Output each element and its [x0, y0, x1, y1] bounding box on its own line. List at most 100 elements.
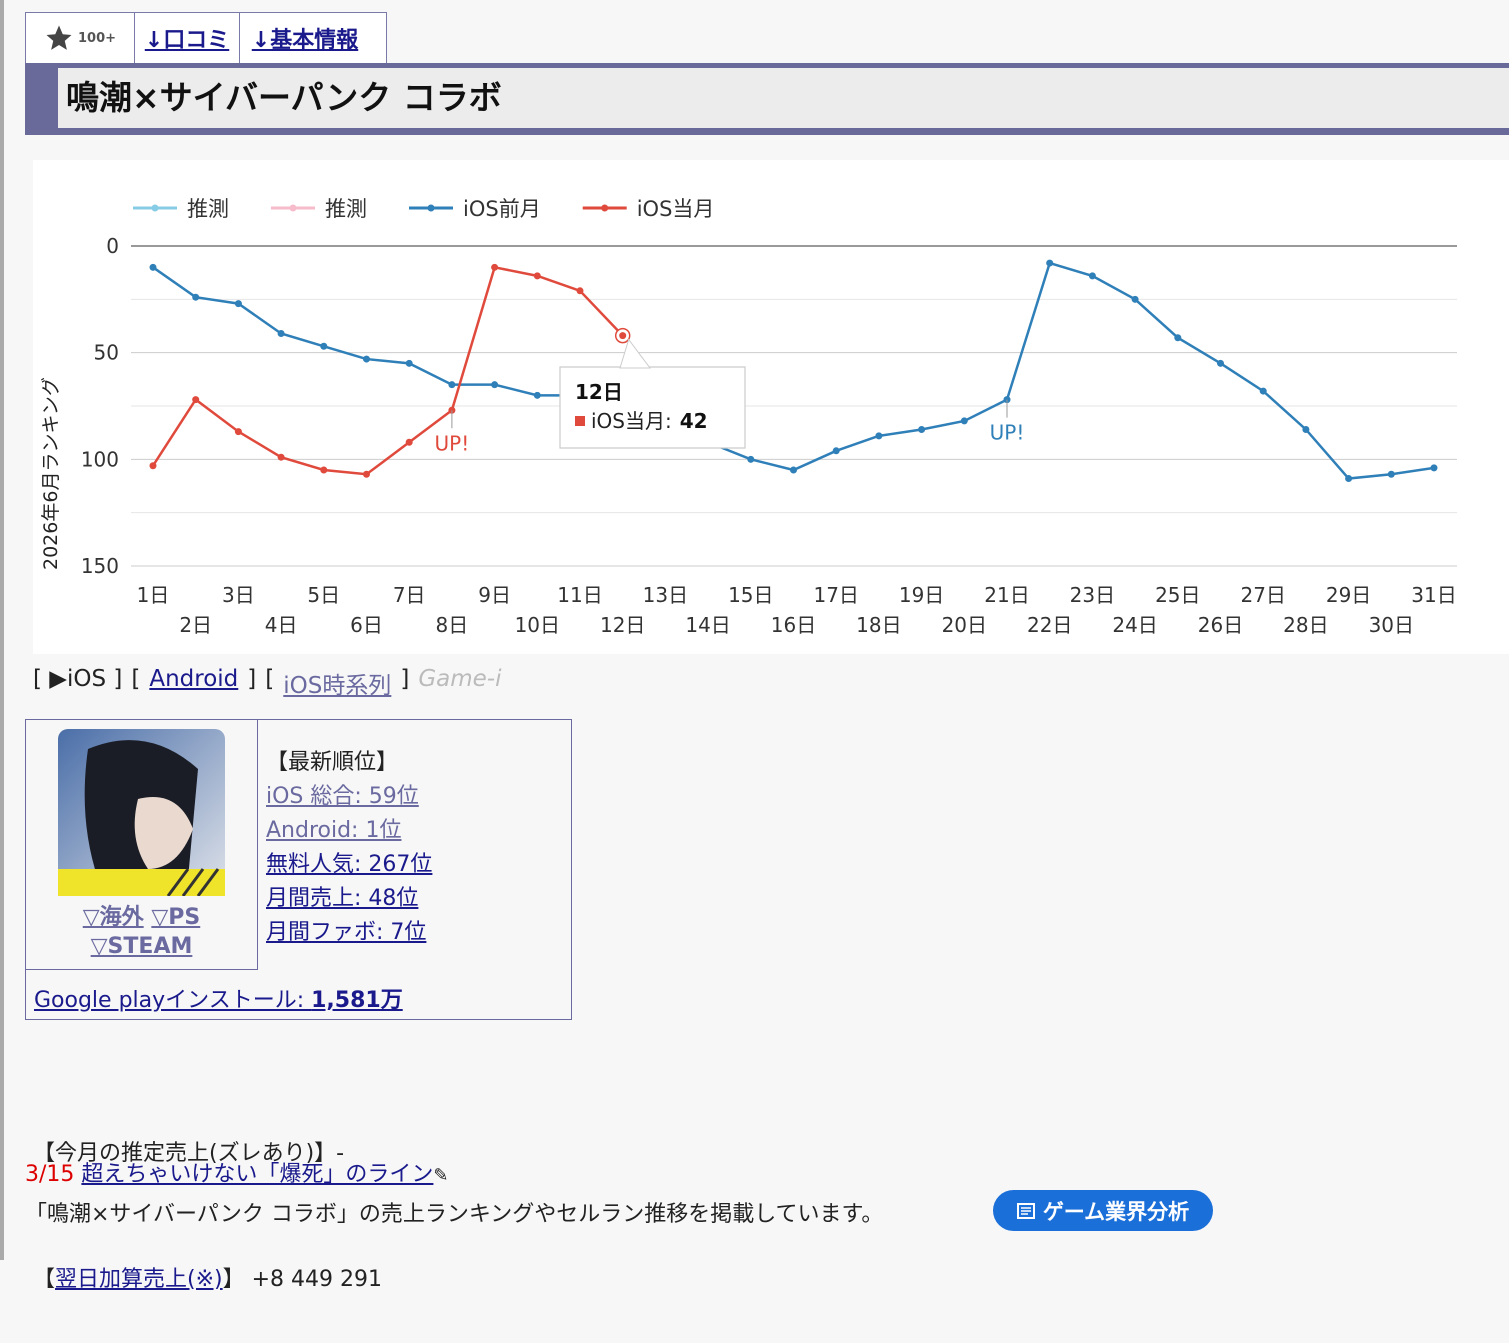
legend-dot [601, 204, 609, 212]
legend-label: 推測 [325, 197, 367, 221]
data-point [1046, 259, 1054, 267]
tooltip-separator: : [665, 409, 672, 433]
x-tick-label: 4日 [265, 613, 298, 637]
legend-label: 推測 [187, 197, 229, 221]
x-tick-label: 10日 [515, 613, 560, 637]
rank-link[interactable]: iOS 総合: 59位 [266, 784, 419, 809]
x-tick-label: 24日 [1112, 613, 1157, 637]
x-tick-label: 25日 [1155, 583, 1200, 607]
x-tick-label: 27日 [1240, 583, 1285, 607]
data-point [960, 417, 968, 425]
y-axis-label: 2026年6月ランキング [40, 377, 62, 570]
tooltip-title: 12日 [575, 380, 623, 404]
tooltip-series: iOS当月 [591, 409, 665, 433]
reviews-tab[interactable]: ↓口コミ [135, 13, 240, 63]
news-icon: ✎ [433, 1165, 449, 1186]
rank-link[interactable]: Android: 1位 [266, 818, 402, 843]
data-point [533, 391, 541, 399]
data-point [1345, 475, 1353, 483]
nav-source: Game-i [418, 666, 502, 692]
y-tick-label: 100 [81, 447, 119, 471]
region-link[interactable]: ▽STEAM [90, 934, 193, 959]
data-point [491, 263, 499, 271]
data-point [790, 466, 797, 474]
region-link[interactable]: ▽海外 [82, 905, 144, 930]
data-point [320, 342, 328, 350]
rank-link[interactable]: 月間売上: 48位 [266, 886, 419, 911]
data-point [491, 381, 499, 389]
chart-background [33, 160, 1509, 654]
legend-item: iOS前月 [409, 197, 541, 221]
installs-value: 1,581万 [311, 988, 403, 1013]
app-icon[interactable] [58, 729, 225, 896]
data-point [234, 300, 242, 308]
annotation-text: UP! [435, 431, 470, 455]
nav-ios: [ ▶iOS ] [33, 666, 123, 692]
legend-dot [427, 204, 435, 212]
description: 「鳴潮×サイバーパンク コラボ」の売上ランキングやセルラン推移を掲載しています。 [25, 1202, 884, 1227]
news-item: 3/15 超えちゃいけない「爆死」のライン✎ [25, 1156, 449, 1188]
x-tick-label: 13日 [643, 583, 688, 607]
sales-link[interactable]: 翌日加算売上(※) [55, 1267, 223, 1292]
x-tick-label: 8日 [436, 613, 469, 637]
data-point [832, 447, 840, 455]
sales-estimate: 【今月の推定売上(ズレあり)】- [33, 1141, 345, 1166]
x-tick-label: 18日 [856, 613, 901, 637]
info-tab[interactable]: ↓基本情報 [251, 28, 359, 53]
data-point [277, 453, 285, 461]
page-title: 鳴潮×サイバーパンク コラボ [58, 68, 1509, 128]
x-tick-label: 19日 [899, 583, 944, 607]
page: 100+ ↓口コミ ↓基本情報 鳴潮×サイバーパンク コラボ 2026年6月ラン… [0, 0, 1509, 1292]
x-tick-label: 20日 [942, 613, 987, 637]
x-tick-label: 7日 [393, 583, 426, 607]
rank-heading: 【最新順位】 [266, 750, 399, 775]
news-link[interactable]: 超えちゃいけない「爆死」のライン [81, 1162, 434, 1187]
series-line [151, 265, 624, 476]
x-tick-label: 9日 [478, 583, 511, 607]
analysis-button[interactable]: ゲーム業界分析 [993, 1190, 1213, 1231]
data-point [149, 263, 157, 271]
x-tick-label: 17日 [813, 583, 858, 607]
rank-link[interactable]: 月間ファボ: 7位 [266, 920, 427, 945]
data-point [1131, 295, 1139, 303]
button-label: ゲーム業界分析 [1042, 1199, 1190, 1224]
data-point [277, 329, 285, 337]
y-tick-label: 150 [81, 554, 119, 578]
rank-link[interactable]: 無料人気: 267位 [266, 852, 433, 877]
data-point [875, 432, 883, 440]
nav-bracket: [ [265, 666, 275, 692]
highlight-dot [619, 332, 627, 340]
data-point [576, 287, 584, 295]
x-tick-label: 29日 [1326, 583, 1371, 607]
installs-link[interactable]: Google playインストール: 1,581万 [34, 982, 403, 1014]
button-icon [1016, 1202, 1035, 1219]
x-tick-label: 3日 [222, 583, 255, 607]
sales-next: 】 +8 449 291 [222, 1267, 383, 1292]
legend-dot [151, 204, 159, 212]
info-box: ▽海外 ▽PS ▽STEAM 【最新順位】 iOS 総合: 59位 Androi… [25, 719, 572, 1020]
x-tick-label: 6日 [350, 613, 383, 637]
region-link[interactable]: ▽PS [151, 905, 201, 930]
rating-tab[interactable]: 100+ [26, 13, 135, 63]
legend-item: 推測 [133, 197, 229, 221]
data-point [363, 470, 370, 478]
tooltip-marker [575, 416, 585, 426]
data-point [192, 396, 200, 404]
nav-timeline[interactable]: iOS時系列 [283, 673, 392, 699]
data-point [405, 359, 413, 367]
x-tick-label: 26日 [1198, 613, 1243, 637]
star-icon [46, 25, 72, 50]
x-tick-label: 21日 [984, 583, 1029, 607]
legend-item: iOS当月 [582, 197, 714, 221]
data-point [1302, 425, 1310, 433]
data-point [1430, 464, 1438, 472]
data-point [234, 428, 242, 436]
nav-bracket: ] [247, 666, 257, 692]
y-tick-label: 50 [94, 341, 119, 365]
annotation-text: UP! [990, 421, 1025, 445]
left-border [0, 0, 4, 1260]
x-tick-label: 5日 [307, 583, 340, 607]
x-tick-label: 15日 [728, 583, 773, 607]
nav-android[interactable]: Android [149, 666, 239, 692]
tab-bar: 100+ ↓口コミ ↓基本情報 [25, 12, 387, 64]
